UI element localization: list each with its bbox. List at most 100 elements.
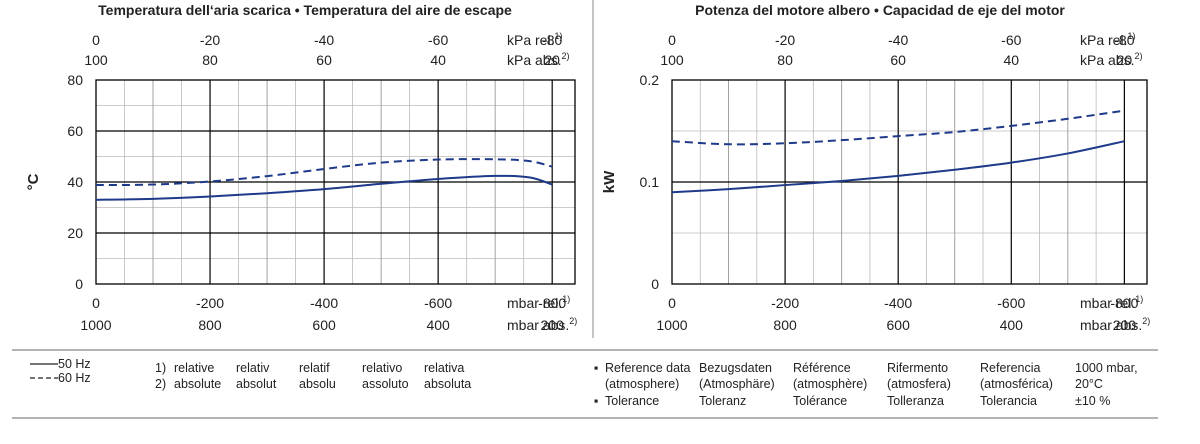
reference-line-2: (atmosphere) — [605, 377, 679, 391]
reference-line-1: Référence — [793, 361, 851, 375]
chart-title: Potenza del motore albero • Capacidad de… — [695, 2, 1065, 18]
series-line-50-hz — [671, 140, 1125, 194]
top-tick-rel-label: -80 — [542, 32, 562, 48]
footnote-abs: assoluto — [362, 377, 409, 391]
series-line-60-hz — [95, 158, 553, 187]
chart-1: Temperatura dell‘aria scarica • Temperat… — [25, 2, 577, 333]
reference-tolerance: Tolérance — [793, 394, 847, 408]
bottom-tick-rel-label: 0 — [668, 295, 676, 311]
y-tick-label: 60 — [67, 123, 83, 139]
y-tick-label: 0.1 — [640, 174, 660, 190]
footnote-abs: absoluta — [424, 377, 471, 391]
y-axis-label: kW — [601, 170, 618, 193]
top-tick-rel-label: 0 — [668, 32, 676, 48]
bottom-tick-rel-label: -600 — [997, 295, 1025, 311]
top-tick-abs-label: 20 — [1117, 52, 1133, 68]
reference-bullet: ▪ — [594, 361, 598, 375]
plot-frame — [95, 79, 576, 285]
series-line-60-hz — [671, 109, 1125, 146]
bottom-tick-abs-label: 800 — [198, 317, 222, 333]
bottom-tick-abs-label: 200 — [1113, 317, 1137, 333]
charts-layer: Temperatura dell‘aria scarica • Temperat… — [25, 2, 1150, 333]
footnote-rel: relative — [174, 361, 214, 375]
legend-label: 60 Hz — [58, 371, 91, 385]
top-tick-rel-label: -40 — [314, 32, 334, 48]
bottom-unit-rel: mbar rel.1) — [1080, 294, 1143, 311]
reference-line-1: 1000 mbar, — [1075, 361, 1138, 375]
top-tick-abs-label: 20 — [544, 52, 560, 68]
reference-line-2: (atmosfera) — [887, 377, 951, 391]
bottom-tick-abs-label: 400 — [1000, 317, 1024, 333]
footnote-marker: 1) — [155, 361, 166, 375]
top-tick-rel-label: -20 — [775, 32, 795, 48]
top-tick-rel-label: -80 — [1114, 32, 1134, 48]
reference-tolerance: Toleranz — [699, 394, 746, 408]
bottom-tick-rel-label: -200 — [196, 295, 224, 311]
series-line-50-hz — [95, 174, 553, 201]
plot-frame — [671, 79, 1148, 285]
top-tick-rel-label: -60 — [428, 32, 448, 48]
reference-line-2: (atmosphère) — [793, 377, 867, 391]
footnote-rel: relatif — [299, 361, 330, 375]
chart-2: Potenza del motore albero • Capacidad de… — [601, 2, 1150, 333]
footnote-rel: relativo — [362, 361, 402, 375]
footnote-abs: absolute — [174, 377, 221, 391]
reference-line-1: Reference data — [605, 361, 691, 375]
tolerance-bullet: ▪ — [594, 394, 598, 408]
reference-tolerance: Tolerance — [605, 394, 659, 408]
bottom-tick-abs-label: 1000 — [80, 317, 111, 333]
y-tick-label: 20 — [67, 225, 83, 241]
bottom-tick-rel-label: -600 — [424, 295, 452, 311]
reference-line-2: 20°C — [1075, 377, 1103, 391]
footnote-rel: relativ — [236, 361, 270, 375]
bottom-tick-rel-label: -400 — [884, 295, 912, 311]
top-tick-rel-label: 0 — [92, 32, 100, 48]
bottom-unit-abs: mbar abs.2) — [1080, 316, 1150, 333]
bottom-tick-abs-label: 600 — [887, 317, 911, 333]
bottom-tick-abs-label: 800 — [773, 317, 797, 333]
top-tick-abs-label: 100 — [84, 52, 108, 68]
top-tick-abs-label: 80 — [777, 52, 793, 68]
bottom-tick-abs-label: 600 — [312, 317, 336, 333]
top-tick-abs-label: 40 — [1003, 52, 1019, 68]
top-tick-abs-label: 60 — [890, 52, 906, 68]
top-tick-rel-label: -60 — [1001, 32, 1021, 48]
legend-label: 50 Hz — [58, 357, 91, 371]
reference-line-2: (atmosférica) — [980, 377, 1053, 391]
top-tick-rel-label: -20 — [200, 32, 220, 48]
top-tick-abs-label: 80 — [202, 52, 218, 68]
reference-tolerance: Tolleranza — [887, 394, 944, 408]
bottom-tick-rel-label: -800 — [1110, 295, 1138, 311]
footnote-abs: absolu — [299, 377, 336, 391]
reference-line-1: Bezugsdaten — [699, 361, 772, 375]
chart-title: Temperatura dell‘aria scarica • Temperat… — [98, 2, 512, 18]
top-unit-rel: kPa rel.1) — [507, 31, 562, 48]
bottom-tick-rel-label: -200 — [771, 295, 799, 311]
bottom-tick-abs-label: 400 — [426, 317, 450, 333]
reference-tolerance: ±10 % — [1075, 394, 1110, 408]
y-tick-label: 0 — [651, 276, 659, 292]
reference-line-1: Referencia — [980, 361, 1040, 375]
y-tick-label: 0.2 — [640, 72, 660, 88]
bottom-unit-rel: mbar rel.1) — [507, 294, 570, 311]
top-tick-abs-label: 40 — [430, 52, 446, 68]
bottom-tick-abs-label: 200 — [541, 317, 565, 333]
top-unit-abs: kPa abs.2) — [507, 51, 570, 68]
y-tick-label: 80 — [67, 72, 83, 88]
bottom-tick-abs-label: 1000 — [656, 317, 687, 333]
reference-line-1: Rifermento — [887, 361, 948, 375]
top-unit-abs: kPa abs.2) — [1080, 51, 1143, 68]
bottom-tick-rel-label: 0 — [92, 295, 100, 311]
reference-tolerance: Tolerancia — [980, 394, 1037, 408]
footnote-marker: 2) — [155, 377, 166, 391]
bottom-tick-rel-label: -800 — [538, 295, 566, 311]
y-tick-label: 40 — [67, 174, 83, 190]
y-axis-label: °C — [25, 173, 42, 190]
top-unit-rel: kPa rel.1) — [1080, 31, 1135, 48]
top-tick-abs-label: 60 — [316, 52, 332, 68]
bottom-tick-rel-label: -400 — [310, 295, 338, 311]
y-tick-label: 0 — [75, 276, 83, 292]
top-tick-rel-label: -40 — [888, 32, 908, 48]
